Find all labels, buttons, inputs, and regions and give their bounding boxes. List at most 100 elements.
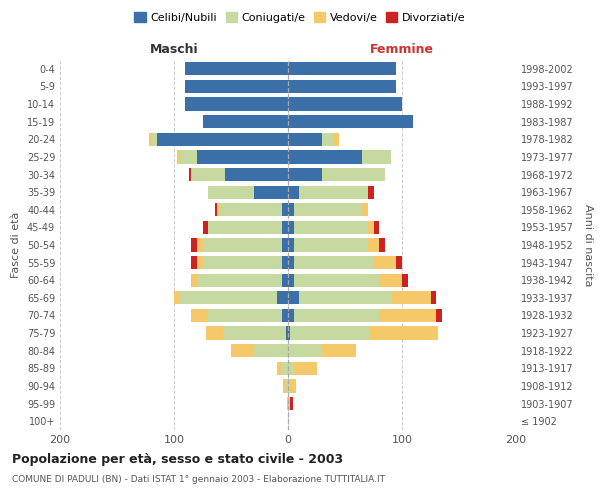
Bar — [206, 326, 223, 340]
Bar — [203, 256, 283, 269]
Bar — [288, 344, 322, 358]
Text: Femmine: Femmine — [370, 44, 434, 57]
Bar — [294, 274, 379, 287]
Bar — [288, 380, 290, 392]
Bar — [286, 326, 288, 340]
Bar — [288, 326, 290, 340]
Bar — [217, 203, 220, 216]
Bar — [288, 62, 397, 76]
Bar — [288, 397, 290, 410]
Bar — [379, 238, 385, 252]
Bar — [322, 344, 356, 358]
Bar — [254, 344, 288, 358]
Bar — [231, 344, 254, 358]
Bar — [322, 168, 385, 181]
Bar — [208, 221, 283, 234]
Bar — [277, 291, 288, 304]
Bar — [287, 397, 288, 410]
Bar — [203, 115, 288, 128]
Bar — [174, 291, 180, 304]
Bar — [180, 150, 197, 164]
Bar — [223, 326, 286, 340]
Bar — [436, 309, 442, 322]
Bar — [368, 238, 379, 252]
Bar — [290, 380, 296, 392]
Bar — [294, 221, 368, 234]
Bar — [185, 62, 288, 76]
Bar — [322, 132, 334, 146]
Bar — [283, 238, 288, 252]
Bar — [203, 238, 283, 252]
Bar — [294, 309, 379, 322]
Bar — [299, 291, 391, 304]
Bar — [294, 256, 373, 269]
Bar — [288, 98, 402, 110]
Bar — [185, 98, 288, 110]
Bar — [391, 291, 431, 304]
Bar — [373, 256, 397, 269]
Bar — [208, 186, 254, 198]
Bar — [197, 150, 288, 164]
Bar — [397, 256, 402, 269]
Bar — [431, 291, 436, 304]
Bar — [288, 115, 413, 128]
Bar — [215, 203, 217, 216]
Bar — [283, 362, 288, 375]
Bar — [254, 186, 288, 198]
Bar — [191, 309, 208, 322]
Bar — [203, 221, 208, 234]
Bar — [368, 186, 373, 198]
Bar — [283, 256, 288, 269]
Bar — [191, 256, 197, 269]
Bar — [191, 274, 197, 287]
Bar — [402, 274, 408, 287]
Bar — [185, 80, 288, 93]
Bar — [283, 274, 288, 287]
Bar — [370, 326, 439, 340]
Bar — [288, 362, 294, 375]
Bar — [294, 203, 362, 216]
Bar — [288, 309, 294, 322]
Bar — [220, 203, 283, 216]
Bar — [283, 203, 288, 216]
Text: Maschi: Maschi — [149, 44, 199, 57]
Bar — [197, 238, 203, 252]
Text: COMUNE DI PADULI (BN) - Dati ISTAT 1° gennaio 2003 - Elaborazione TUTTITALIA.IT: COMUNE DI PADULI (BN) - Dati ISTAT 1° ge… — [12, 475, 385, 484]
Legend: Celibi/Nubili, Coniugati/e, Vedovi/e, Divorziati/e: Celibi/Nubili, Coniugati/e, Vedovi/e, Di… — [130, 8, 470, 28]
Bar — [288, 150, 362, 164]
Bar — [288, 256, 294, 269]
Bar — [290, 397, 293, 410]
Bar — [180, 291, 277, 304]
Bar — [288, 291, 299, 304]
Bar — [362, 203, 368, 216]
Bar — [379, 309, 436, 322]
Bar — [288, 274, 294, 287]
Bar — [191, 238, 197, 252]
Bar — [290, 326, 370, 340]
Bar — [197, 274, 283, 287]
Bar — [286, 380, 288, 392]
Bar — [288, 221, 294, 234]
Bar — [157, 132, 288, 146]
Bar — [283, 309, 288, 322]
Bar — [288, 80, 397, 93]
Bar — [191, 168, 226, 181]
Bar — [283, 221, 288, 234]
Bar — [178, 150, 180, 164]
Y-axis label: Anni di nascita: Anni di nascita — [583, 204, 593, 286]
Bar — [362, 150, 391, 164]
Bar — [288, 238, 294, 252]
Bar — [226, 168, 288, 181]
Text: Popolazione per età, sesso e stato civile - 2003: Popolazione per età, sesso e stato civil… — [12, 452, 343, 466]
Bar — [334, 132, 340, 146]
Y-axis label: Fasce di età: Fasce di età — [11, 212, 21, 278]
Bar — [197, 256, 203, 269]
Bar — [208, 309, 283, 322]
Bar — [368, 221, 373, 234]
Bar — [294, 362, 317, 375]
Bar — [288, 132, 322, 146]
Bar — [299, 186, 368, 198]
Bar — [288, 203, 294, 216]
Bar — [149, 132, 151, 146]
Bar — [379, 274, 402, 287]
